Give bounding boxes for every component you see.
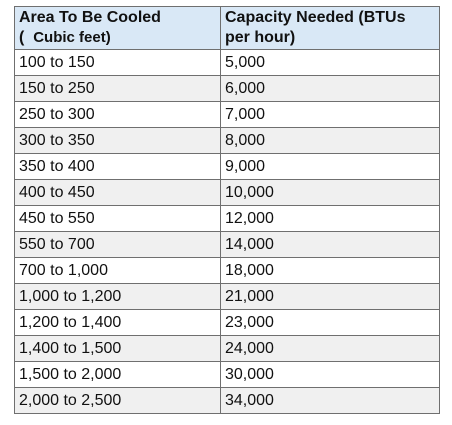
header-row: Area To Be Cooled ( Cubic feet) Capacity… bbox=[14, 6, 440, 50]
cell-capacity: 23,000 bbox=[220, 309, 440, 336]
table-row: 150 to 250 6,000 bbox=[14, 75, 440, 102]
cell-area: 250 to 300 bbox=[14, 101, 221, 128]
table-row: 1,500 to 2,000 30,000 bbox=[14, 361, 440, 388]
table-row: 1,200 to 1,400 23,000 bbox=[14, 309, 440, 336]
table-row: 350 to 400 9,000 bbox=[14, 153, 440, 180]
cell-area: 350 to 400 bbox=[14, 153, 221, 180]
table-row: 450 to 550 12,000 bbox=[14, 205, 440, 232]
table-body: 100 to 150 5,000 150 to 250 6,000 250 to 300… bbox=[14, 49, 440, 414]
header-capacity-line2: per hour) bbox=[225, 29, 296, 46]
cell-capacity: 21,000 bbox=[220, 283, 440, 310]
header-area: Area To Be Cooled ( Cubic feet) bbox=[14, 6, 221, 50]
table-row: 700 to 1,000 18,000 bbox=[14, 257, 440, 284]
cell-capacity: 12,000 bbox=[220, 205, 440, 232]
cell-area: 1,000 to 1,200 bbox=[14, 283, 221, 310]
table-row: 400 to 450 10,000 bbox=[14, 179, 440, 206]
cell-area: 1,400 to 1,500 bbox=[14, 335, 221, 362]
cell-capacity: 7,000 bbox=[220, 101, 440, 128]
table-row: 100 to 150 5,000 bbox=[14, 49, 440, 76]
table-row: 1,400 to 1,500 24,000 bbox=[14, 335, 440, 362]
cell-capacity: 30,000 bbox=[220, 361, 440, 388]
cell-capacity: 14,000 bbox=[220, 231, 440, 258]
cell-area: 450 to 550 bbox=[14, 205, 221, 232]
cell-capacity: 6,000 bbox=[220, 75, 440, 102]
cell-area: 1,500 to 2,000 bbox=[14, 361, 221, 388]
cell-capacity: 10,000 bbox=[220, 179, 440, 206]
header-capacity: Capacity Needed (BTUs per hour) bbox=[220, 6, 440, 50]
cell-area: 2,000 to 2,500 bbox=[14, 387, 221, 414]
table-row: 300 to 350 8,000 bbox=[14, 127, 440, 154]
cell-area: 700 to 1,000 bbox=[14, 257, 221, 284]
cell-capacity: 24,000 bbox=[220, 335, 440, 362]
cell-area: 400 to 450 bbox=[14, 179, 221, 206]
cell-area: 100 to 150 bbox=[14, 49, 221, 76]
table-header: Area To Be Cooled ( Cubic feet) Capacity… bbox=[14, 6, 440, 50]
cell-capacity: 18,000 bbox=[220, 257, 440, 284]
table-row: 1,000 to 1,200 21,000 bbox=[14, 283, 440, 310]
header-area-line2: ( Cubic feet) bbox=[19, 28, 216, 48]
cell-capacity: 8,000 bbox=[220, 127, 440, 154]
cell-area: 1,200 to 1,400 bbox=[14, 309, 221, 336]
cell-area: 550 to 700 bbox=[14, 231, 221, 258]
header-area-unit: Cubic feet) bbox=[33, 29, 111, 46]
cell-capacity: 9,000 bbox=[220, 153, 440, 180]
cooling-capacity-table: Area To Be Cooled ( Cubic feet) Capacity… bbox=[14, 6, 440, 414]
table-row: 2,000 to 2,500 34,000 bbox=[14, 387, 440, 414]
table-row: 550 to 700 14,000 bbox=[14, 231, 440, 258]
header-area-line1: Area To Be Cooled bbox=[19, 9, 161, 26]
cooling-capacity-table-container: Area To Be Cooled ( Cubic feet) Capacity… bbox=[14, 6, 440, 414]
table-row: 250 to 300 7,000 bbox=[14, 101, 440, 128]
cell-area: 300 to 350 bbox=[14, 127, 221, 154]
header-capacity-line1: Capacity Needed (BTUs bbox=[225, 9, 406, 26]
cell-area: 150 to 250 bbox=[14, 75, 221, 102]
cell-capacity: 5,000 bbox=[220, 49, 440, 76]
header-area-paren: ( bbox=[19, 29, 25, 46]
cell-capacity: 34,000 bbox=[220, 387, 440, 414]
